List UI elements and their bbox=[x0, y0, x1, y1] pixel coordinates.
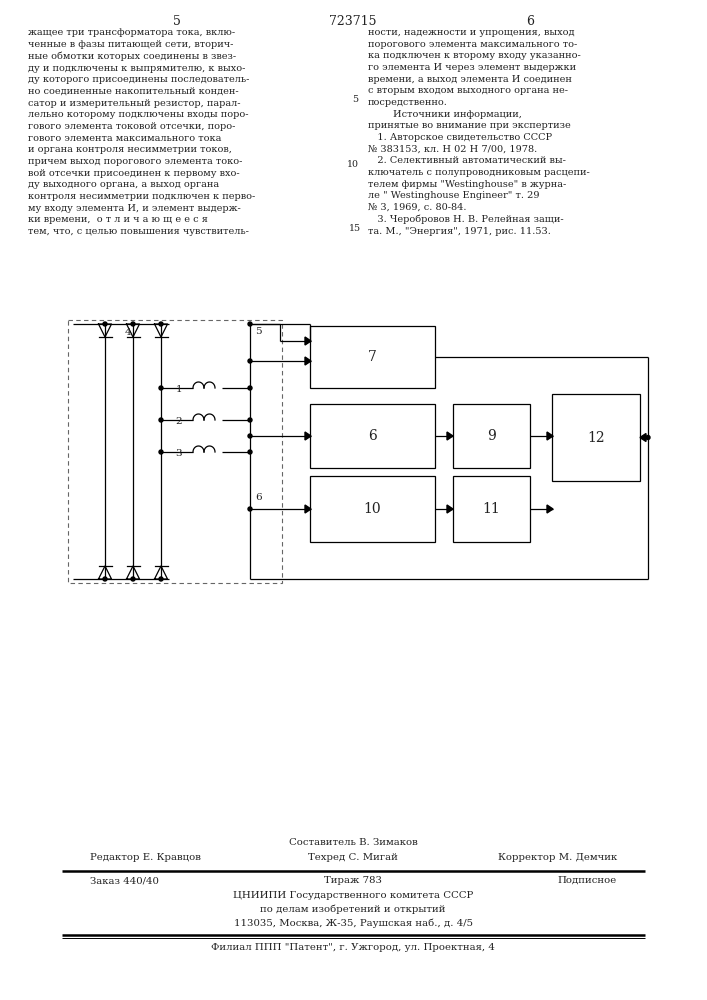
Polygon shape bbox=[547, 505, 553, 513]
Text: ности, надежности и упрощения, выход
порогового элемента максимального то-
ка по: ности, надежности и упрощения, выход пор… bbox=[368, 28, 590, 236]
Bar bbox=[68, 320, 282, 583]
Text: Техред С. Мигай: Техред С. Мигай bbox=[308, 853, 398, 862]
Circle shape bbox=[159, 322, 163, 326]
Text: 113035, Москва, Ж-35, Раушская наб., д. 4/5: 113035, Москва, Ж-35, Раушская наб., д. … bbox=[233, 919, 472, 928]
Polygon shape bbox=[447, 505, 453, 513]
Text: 5: 5 bbox=[352, 95, 358, 104]
Circle shape bbox=[248, 450, 252, 454]
Text: 4: 4 bbox=[124, 328, 132, 337]
Text: ЦНИИПИ Государственного комитета СССР: ЦНИИПИ Государственного комитета СССР bbox=[233, 891, 473, 900]
Circle shape bbox=[248, 507, 252, 511]
Polygon shape bbox=[447, 432, 453, 440]
Circle shape bbox=[103, 322, 107, 326]
Polygon shape bbox=[547, 432, 553, 440]
Polygon shape bbox=[305, 432, 311, 440]
Bar bbox=[453, 404, 530, 468]
Text: 6: 6 bbox=[526, 15, 534, 28]
Bar bbox=[552, 394, 640, 481]
Text: 5: 5 bbox=[173, 15, 181, 28]
Text: Редактор Е. Кравцов: Редактор Е. Кравцов bbox=[90, 853, 201, 862]
Circle shape bbox=[159, 577, 163, 581]
Circle shape bbox=[159, 450, 163, 454]
Text: 3: 3 bbox=[175, 450, 182, 458]
Circle shape bbox=[248, 359, 252, 363]
Text: 2: 2 bbox=[175, 418, 182, 426]
Circle shape bbox=[131, 577, 135, 581]
Text: Тираж 783: Тираж 783 bbox=[324, 876, 382, 885]
Text: жащее три трансформатора тока, вклю-
ченные в фазы питающей сети, вторич-
ные об: жащее три трансформатора тока, вклю- чен… bbox=[28, 28, 255, 236]
Text: Подписное: Подписное bbox=[558, 876, 617, 885]
Circle shape bbox=[248, 418, 252, 422]
Text: 11: 11 bbox=[483, 502, 501, 516]
Polygon shape bbox=[305, 357, 311, 365]
Text: 9: 9 bbox=[487, 429, 496, 443]
Text: Составитель В. Зимаков: Составитель В. Зимаков bbox=[288, 838, 417, 847]
Text: 15: 15 bbox=[349, 224, 361, 233]
Circle shape bbox=[159, 386, 163, 390]
Polygon shape bbox=[305, 505, 311, 513]
Text: 7: 7 bbox=[368, 350, 377, 364]
Circle shape bbox=[103, 577, 107, 581]
Text: Корректор М. Демчик: Корректор М. Демчик bbox=[498, 853, 617, 862]
Text: 723715: 723715 bbox=[329, 15, 377, 28]
Circle shape bbox=[248, 386, 252, 390]
Circle shape bbox=[248, 434, 252, 438]
Text: 12: 12 bbox=[588, 430, 604, 444]
Bar bbox=[310, 326, 435, 388]
Text: по делам изобретений и открытий: по делам изобретений и открытий bbox=[260, 905, 445, 914]
Text: 5: 5 bbox=[255, 326, 262, 336]
Text: Заказ 440/40: Заказ 440/40 bbox=[90, 876, 159, 885]
Bar bbox=[310, 404, 435, 468]
Text: 10: 10 bbox=[363, 502, 381, 516]
Circle shape bbox=[159, 418, 163, 422]
Polygon shape bbox=[305, 337, 311, 345]
Bar bbox=[310, 476, 435, 542]
Text: 1: 1 bbox=[175, 385, 182, 394]
Text: Филиал ППП "Патент", г. Ужгород, ул. Проектная, 4: Филиал ППП "Патент", г. Ужгород, ул. Про… bbox=[211, 943, 495, 952]
Text: 10: 10 bbox=[347, 160, 359, 169]
Circle shape bbox=[646, 436, 650, 440]
Polygon shape bbox=[640, 434, 646, 442]
Text: 6: 6 bbox=[368, 429, 377, 443]
Bar bbox=[453, 476, 530, 542]
Text: 6: 6 bbox=[255, 492, 262, 502]
Circle shape bbox=[131, 322, 135, 326]
Circle shape bbox=[248, 322, 252, 326]
